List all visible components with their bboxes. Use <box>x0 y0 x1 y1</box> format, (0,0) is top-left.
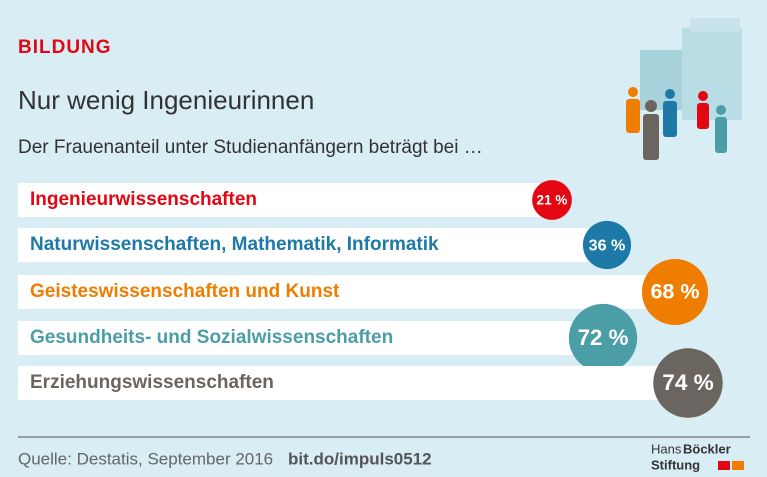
person <box>716 105 726 115</box>
value-label: 21 % <box>537 193 568 208</box>
person <box>663 101 677 137</box>
person <box>628 87 638 97</box>
person <box>665 89 675 99</box>
bubble <box>582 220 632 270</box>
row-band <box>18 228 595 262</box>
subtitle: Der Frauenanteil unter Studienanfängern … <box>18 137 483 158</box>
building <box>682 28 742 120</box>
row-band <box>18 321 591 355</box>
bubble <box>641 258 709 326</box>
bubble <box>568 303 638 373</box>
illustration <box>626 18 742 160</box>
logo-mark <box>732 461 744 470</box>
building <box>640 50 682 110</box>
value-label: 74 % <box>662 370 713 395</box>
person <box>645 100 657 112</box>
logo-mark <box>718 461 730 470</box>
person <box>643 114 659 160</box>
person <box>698 91 708 101</box>
value-label: 36 % <box>589 236 626 254</box>
person <box>715 117 727 153</box>
kicker: BILDUNG <box>18 37 112 58</box>
row-band <box>18 275 663 309</box>
value-label: 68 % <box>650 279 699 304</box>
logo-text: Böckler <box>683 441 731 456</box>
row-band <box>18 366 676 400</box>
category-label: Naturwissenschaften, Mathematik, Informa… <box>30 234 439 255</box>
building <box>690 18 740 32</box>
bubble <box>653 348 723 418</box>
category-label: Geisteswissenschaften und Kunst <box>30 281 340 302</box>
category-label: Ingenieurwissenschaften <box>30 189 257 210</box>
bubble <box>532 180 572 220</box>
category-label: Erziehungswissenschaften <box>30 372 274 393</box>
source: Quelle: Destatis, September 2016 <box>18 449 273 468</box>
category-label: Gesundheits- und Sozialwissenschaften <box>30 327 393 348</box>
person <box>697 103 709 129</box>
value-label: 72 % <box>578 325 629 350</box>
link: bit.do/impuls0512 <box>288 449 432 468</box>
logo-text: Stiftung <box>651 457 700 472</box>
logo-text: Hans <box>651 441 682 456</box>
person <box>626 99 640 133</box>
row-band <box>18 183 540 217</box>
chart-title: Nur wenig Ingenieurinnen <box>18 85 314 115</box>
